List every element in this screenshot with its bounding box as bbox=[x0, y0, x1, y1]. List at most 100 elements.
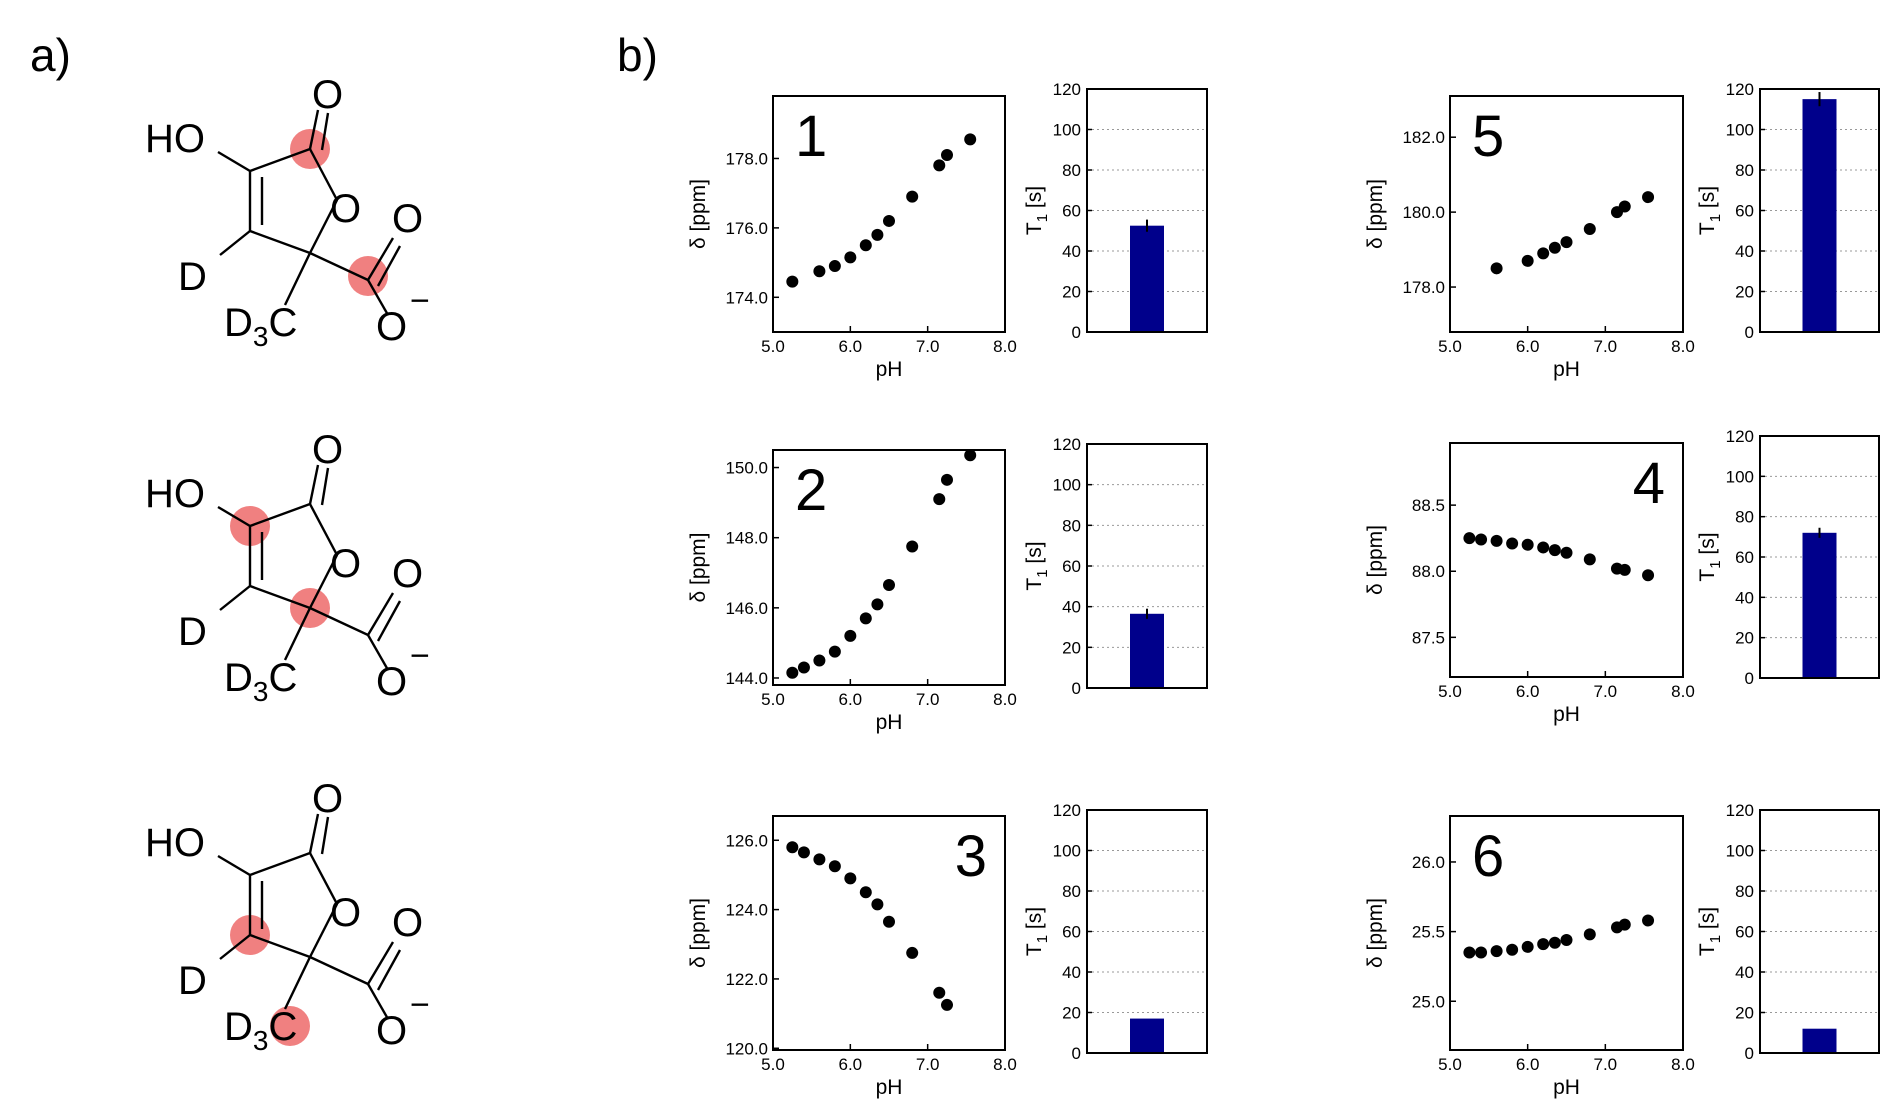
y-tick-label: 80 bbox=[1735, 161, 1754, 180]
y-axis-label: δ [ppm] bbox=[1364, 525, 1387, 595]
bond bbox=[249, 502, 311, 528]
y-axis-label-main: T bbox=[1023, 222, 1046, 235]
atom-d3c-tail: C bbox=[268, 301, 297, 345]
plot-frame bbox=[1086, 88, 1208, 333]
bond bbox=[309, 251, 369, 282]
y-axis-label-unit: [s] bbox=[1696, 532, 1719, 560]
data-point bbox=[1560, 546, 1573, 559]
x-axis-label: pH bbox=[1553, 358, 1580, 381]
y-tick-label: 120 bbox=[1726, 80, 1754, 99]
atom-o: O bbox=[392, 552, 423, 596]
y-axis-label: δ [ppm] bbox=[1364, 898, 1387, 968]
y-tick-label: 60 bbox=[1735, 548, 1754, 567]
scatter-chart-3: 5.0 6.0 7.0 8.0 120.0 122.0 124.0 126.0 pH δ [ppm… bbox=[687, 815, 1017, 1099]
scatter-chart-2: 5.0 6.0 7.0 8.0 144.0 146.0 148.0 150.0 pH δ [ppm… bbox=[687, 449, 1017, 734]
atom-o: O bbox=[376, 660, 407, 704]
bond bbox=[308, 852, 339, 905]
y-tick-label: 40 bbox=[1735, 242, 1754, 261]
y-tick-label: 25.5 bbox=[1412, 923, 1445, 942]
atom-d3c-main: D bbox=[224, 301, 253, 345]
data-point bbox=[941, 473, 953, 486]
bond bbox=[309, 955, 369, 986]
plot-frame bbox=[1086, 809, 1208, 1054]
plot-frame bbox=[1759, 435, 1880, 679]
data-point bbox=[1537, 938, 1550, 951]
plot-frame bbox=[772, 449, 1006, 686]
y-tick-label: 40 bbox=[1062, 242, 1081, 261]
y-axis-label-main: T bbox=[1023, 943, 1046, 956]
y-tick-label: 150.0 bbox=[725, 459, 768, 478]
bond bbox=[308, 109, 320, 150]
data-point bbox=[906, 540, 919, 553]
bar-chart-T1-2: 0 20 40 60 80 100 120 T1 [s] bbox=[1023, 435, 1208, 698]
x-tick-label: 8.0 bbox=[993, 337, 1017, 356]
x-axis-label: pH bbox=[1553, 1076, 1580, 1099]
data-point bbox=[1537, 541, 1550, 554]
scatter-chart-4: 5.0 6.0 7.0 8.0 87.5 88.0 88.5 pH δ [ppm] 4 bbox=[1364, 442, 1695, 726]
data-point bbox=[1560, 236, 1573, 249]
bar-chart-T1-1: 0 20 40 60 80 100 120 T1 [s] bbox=[1023, 80, 1208, 342]
panel-label-b: b) bbox=[617, 29, 658, 81]
x-tick-label: 8.0 bbox=[993, 690, 1017, 709]
y-axis-label-main: T bbox=[1696, 569, 1719, 582]
data-point bbox=[797, 661, 810, 674]
bond bbox=[366, 941, 395, 985]
data-point bbox=[844, 251, 857, 264]
bond bbox=[249, 584, 311, 610]
highlight-circle bbox=[348, 256, 388, 296]
data-point bbox=[1521, 254, 1534, 267]
atom-charge: − bbox=[410, 637, 430, 675]
atom-ho: HO bbox=[145, 472, 205, 516]
atom-d3c-main: D bbox=[224, 656, 253, 700]
x-tick-label: 7.0 bbox=[916, 690, 940, 709]
y-tick-label: 60 bbox=[1735, 202, 1754, 221]
y-axis-label-unit: [s] bbox=[1023, 186, 1046, 214]
x-tick-label: 6.0 bbox=[1516, 682, 1540, 701]
bond bbox=[249, 229, 311, 255]
y-tick-label: 0 bbox=[1745, 1044, 1754, 1063]
compound-number-label: 4 bbox=[1633, 451, 1665, 516]
data-point bbox=[906, 946, 919, 959]
double-bond bbox=[376, 245, 402, 287]
data-point bbox=[871, 228, 884, 241]
bar bbox=[1130, 1018, 1164, 1053]
data-point bbox=[786, 275, 799, 288]
data-point bbox=[1521, 940, 1534, 953]
data-point bbox=[1642, 569, 1655, 582]
y-axis-label-unit: [s] bbox=[1023, 541, 1046, 569]
y-tick-label: 20 bbox=[1735, 1004, 1754, 1023]
bond bbox=[249, 851, 311, 877]
y-tick-label: 124.0 bbox=[725, 901, 768, 920]
y-axis-label: T1 [s] bbox=[1696, 907, 1724, 956]
bar bbox=[1130, 225, 1164, 332]
y-tick-label: 120 bbox=[1053, 80, 1081, 99]
atom-o: O bbox=[312, 73, 343, 117]
data-point bbox=[1490, 945, 1503, 958]
x-tick-label: 6.0 bbox=[839, 1055, 863, 1074]
data-point bbox=[933, 493, 946, 506]
y-tick-label: 180.0 bbox=[1402, 203, 1445, 222]
y-tick-label: 80 bbox=[1735, 882, 1754, 901]
data-point bbox=[883, 915, 895, 928]
data-point bbox=[1506, 943, 1519, 956]
atom-charge: − bbox=[410, 986, 430, 1024]
y-axis-label: δ [ppm] bbox=[687, 179, 710, 249]
y-tick-label: 20 bbox=[1735, 629, 1754, 648]
double-bond bbox=[320, 467, 330, 506]
data-point bbox=[828, 645, 841, 658]
bond bbox=[249, 933, 311, 959]
x-tick-label: 5.0 bbox=[1438, 682, 1462, 701]
y-tick-label: 100 bbox=[1053, 121, 1081, 140]
atom-d3c-tail: C bbox=[268, 656, 297, 700]
compound-number-label: 2 bbox=[795, 458, 827, 523]
atom-d3c-tail: C bbox=[268, 1005, 297, 1049]
bond bbox=[308, 503, 339, 556]
data-point bbox=[1583, 553, 1596, 566]
atom-d3c: D3C bbox=[224, 301, 297, 352]
data-point bbox=[964, 133, 977, 146]
atom-charge: − bbox=[410, 282, 430, 320]
data-point bbox=[1463, 946, 1476, 959]
